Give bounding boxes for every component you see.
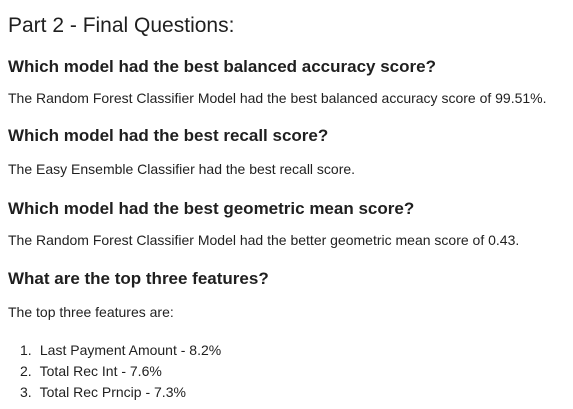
list-item: 3. Total Rec Prncip - 7.3% bbox=[20, 382, 221, 403]
question-balanced-accuracy: Which model had the best balanced accura… bbox=[8, 57, 436, 76]
question-geometric-mean: Which model had the best geometric mean … bbox=[8, 199, 415, 218]
question-recall: Which model had the best recall score? bbox=[8, 126, 329, 145]
page-title: Part 2 - Final Questions: bbox=[8, 14, 235, 37]
question-top-features: What are the top three features? bbox=[8, 269, 269, 288]
answer-balanced-accuracy: The Random Forest Classifier Model had t… bbox=[8, 90, 547, 106]
answer-geometric-mean: The Random Forest Classifier Model had t… bbox=[8, 232, 520, 248]
list-item-text: Total Rec Prncip - 7.3% bbox=[39, 384, 186, 400]
list-item-number: 2. bbox=[20, 363, 32, 379]
answer-top-features: The top three features are: bbox=[8, 304, 174, 320]
answer-recall: The Easy Ensemble Classifier had the bes… bbox=[8, 161, 356, 177]
list-item-number: 3. bbox=[20, 384, 32, 400]
list-item: 2. Total Rec Int - 7.6% bbox=[20, 361, 221, 382]
list-item: 1. Last Payment Amount - 8.2% bbox=[20, 340, 221, 361]
list-item-text: Last Payment Amount - 8.2% bbox=[39, 342, 222, 358]
features-list: 1. Last Payment Amount - 8.2% 2. Total R… bbox=[20, 340, 221, 403]
list-item-number: 1. bbox=[20, 342, 32, 358]
list-item-text: Total Rec Int - 7.6% bbox=[39, 363, 162, 379]
